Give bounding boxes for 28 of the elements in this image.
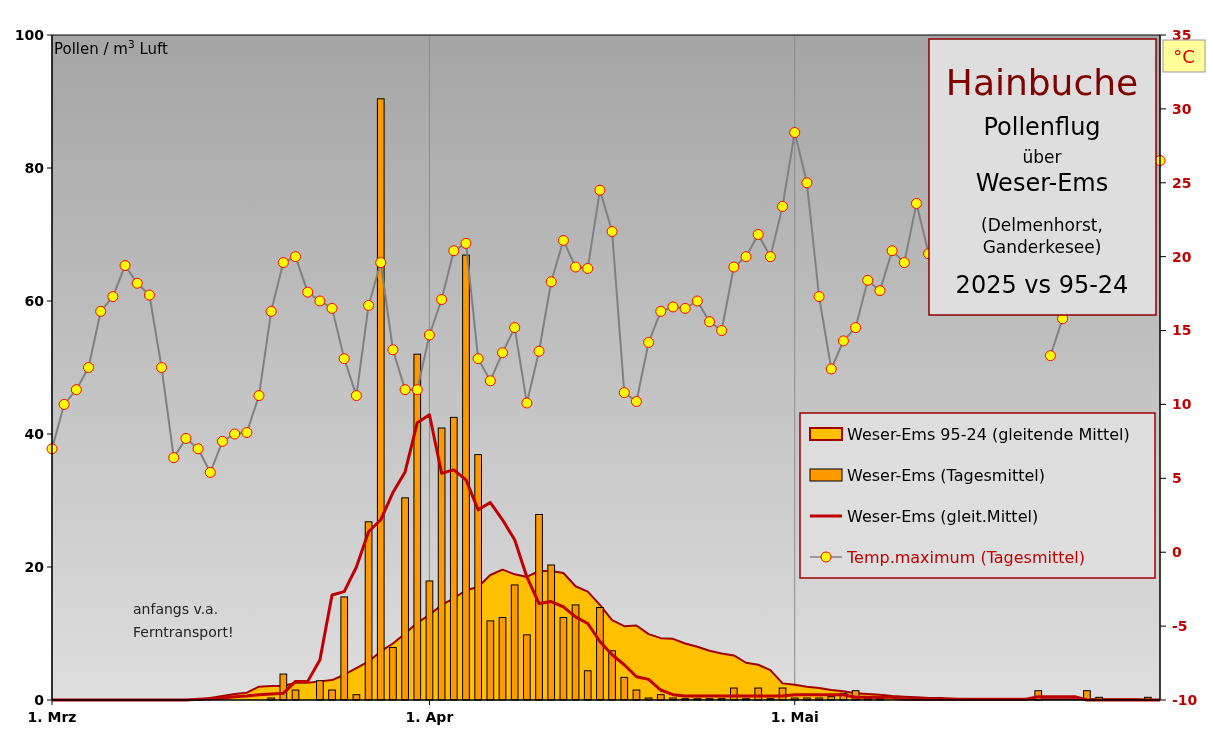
y-tick-label: 60	[24, 292, 45, 309]
y-tick-label: 40	[24, 425, 45, 442]
y-tick-label: 80	[24, 159, 45, 176]
y2-tick-label: 30	[1172, 100, 1192, 117]
x-tick-label: 1. Mrz	[27, 709, 77, 725]
legend-label: Weser-Ems (gleit.Mittel)	[847, 506, 1039, 526]
y2-axis-title: °C	[1173, 46, 1195, 67]
x-tick-label: 1. Mai	[770, 709, 819, 725]
y2-tick-label: 0	[1172, 544, 1182, 561]
legend-label: Weser-Ems 95-24 (gleitende Mittel)	[847, 424, 1130, 444]
y2-tick-label: -5	[1172, 618, 1188, 635]
y2-tick-label: 10	[1172, 396, 1192, 413]
y-tick-label: 20	[24, 558, 45, 575]
y-axis-title: Pollen / m$^{3}$ Luft	[54, 38, 169, 58]
y2-tick-label: 25	[1172, 174, 1192, 191]
y2-tick-label: -10	[1172, 691, 1198, 708]
x-tick-label: 1. Apr	[405, 709, 454, 725]
legend-label: Weser-Ems (Tagesmittel)	[847, 465, 1045, 485]
text: Pollenflug über Weser-Ems (Delmenhorst, Ganderkesee) 2025 vs 95-24	[955, 113, 1129, 299]
y2-tick-label: 5	[1172, 470, 1182, 487]
annotation: anfangs v.a. Ferntransport!	[133, 601, 234, 640]
y-tick-label: 100	[14, 26, 45, 43]
y-tick-label: 0	[34, 691, 45, 708]
y2-tick-label: 15	[1172, 322, 1192, 339]
y2-tick-label: 35	[1172, 26, 1192, 43]
legend-label: Temp.maximum (Tagesmittel)	[846, 547, 1086, 567]
text: Hainbuche	[945, 62, 1139, 103]
y2-tick-label: 20	[1172, 248, 1192, 265]
